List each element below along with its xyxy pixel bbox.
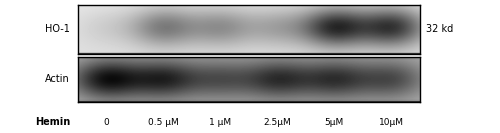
Text: 2.5μM: 2.5μM (264, 118, 291, 127)
Text: 10μM: 10μM (379, 118, 404, 127)
Text: HO-1: HO-1 (45, 24, 70, 34)
Text: Hemin: Hemin (35, 117, 70, 127)
Text: 5μM: 5μM (325, 118, 344, 127)
Text: 0.5 μM: 0.5 μM (148, 118, 178, 127)
Text: 1 μM: 1 μM (209, 118, 232, 127)
Text: Actin: Actin (45, 74, 70, 84)
Text: 0: 0 (103, 118, 109, 127)
Text: 32 kd: 32 kd (426, 24, 453, 34)
